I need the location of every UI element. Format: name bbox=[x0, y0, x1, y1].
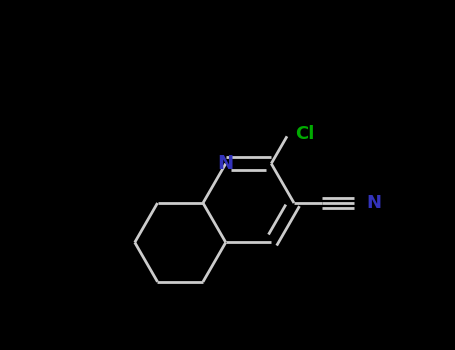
Text: N: N bbox=[217, 154, 234, 173]
Text: Cl: Cl bbox=[295, 125, 314, 142]
Text: N: N bbox=[366, 194, 381, 212]
